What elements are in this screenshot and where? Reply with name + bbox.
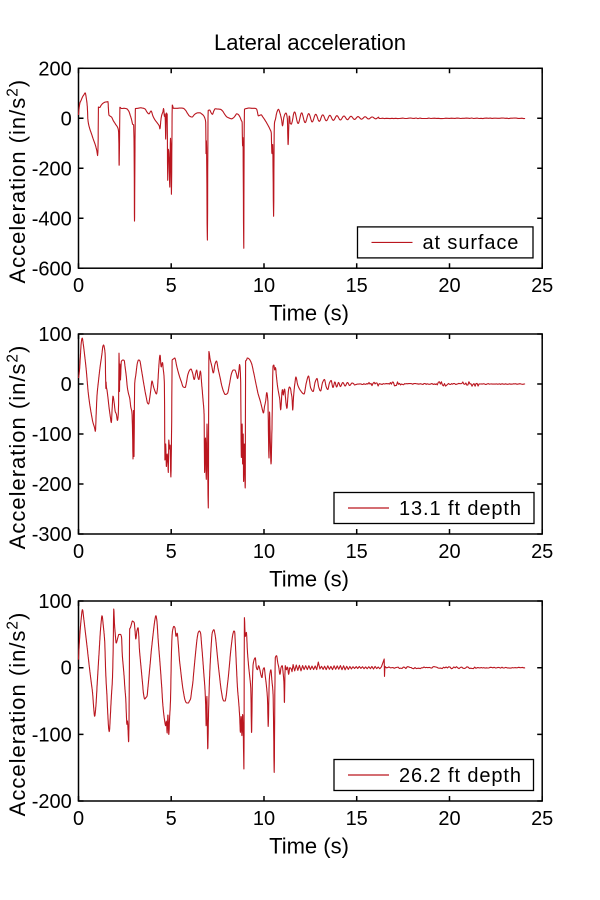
svg-text:15: 15 — [346, 808, 368, 830]
svg-text:-200: -200 — [32, 474, 72, 496]
svg-text:13.1 ft depth: 13.1 ft depth — [399, 498, 522, 520]
svg-text:Lateral acceleration: Lateral acceleration — [214, 30, 406, 55]
svg-text:0: 0 — [61, 658, 72, 680]
svg-text:Time (s): Time (s) — [269, 566, 349, 591]
svg-text:-600: -600 — [32, 258, 72, 280]
svg-text:5: 5 — [166, 541, 177, 563]
svg-text:Acceleration (in/s2): Acceleration (in/s2) — [5, 612, 30, 817]
svg-text:-400: -400 — [32, 208, 72, 230]
svg-text:100: 100 — [38, 324, 71, 346]
svg-text:25: 25 — [531, 808, 553, 830]
svg-text:10: 10 — [253, 808, 275, 830]
svg-text:Time (s): Time (s) — [269, 301, 349, 326]
svg-text:0: 0 — [61, 108, 72, 130]
svg-text:-100: -100 — [32, 724, 72, 746]
svg-text:100: 100 — [38, 591, 71, 613]
svg-text:20: 20 — [438, 275, 460, 297]
svg-text:0: 0 — [73, 541, 84, 563]
svg-text:Time (s): Time (s) — [269, 834, 349, 859]
svg-text:10: 10 — [253, 541, 275, 563]
svg-text:0: 0 — [73, 808, 84, 830]
svg-text:-300: -300 — [32, 524, 72, 546]
svg-text:5: 5 — [166, 275, 177, 297]
svg-text:Acceleration (in/s2): Acceleration (in/s2) — [5, 345, 30, 550]
svg-text:26.2 ft depth: 26.2 ft depth — [399, 765, 522, 787]
svg-text:-100: -100 — [32, 424, 72, 446]
svg-text:25: 25 — [531, 541, 553, 563]
svg-text:200: 200 — [38, 58, 71, 80]
svg-text:20: 20 — [438, 808, 460, 830]
svg-text:5: 5 — [166, 808, 177, 830]
svg-text:25: 25 — [531, 275, 553, 297]
svg-text:-200: -200 — [32, 791, 72, 813]
svg-text:20: 20 — [438, 541, 460, 563]
svg-text:0: 0 — [61, 374, 72, 396]
svg-text:0: 0 — [73, 275, 84, 297]
svg-text:10: 10 — [253, 275, 275, 297]
svg-text:Acceleration (in/s2): Acceleration (in/s2) — [5, 79, 30, 284]
svg-text:at surface: at surface — [423, 232, 520, 254]
svg-text:15: 15 — [346, 541, 368, 563]
svg-text:15: 15 — [346, 275, 368, 297]
svg-text:-200: -200 — [32, 158, 72, 180]
